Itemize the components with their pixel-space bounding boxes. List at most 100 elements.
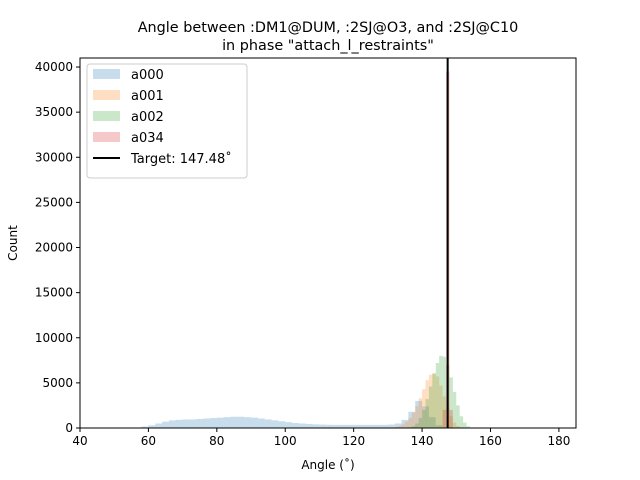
bar-a000	[168, 420, 176, 428]
y-tick-label: 5000	[42, 376, 73, 390]
bar-a002	[425, 399, 429, 428]
bar-a000	[339, 424, 347, 428]
legend-swatch-a034	[93, 132, 120, 142]
legend-swatch-a002	[93, 111, 120, 121]
bar-a000	[435, 425, 443, 428]
bar-a002	[449, 377, 453, 428]
bar-a034	[442, 409, 447, 428]
y-axis-label: Count	[6, 225, 20, 261]
legend-swatch-a001	[93, 90, 120, 100]
bar-a000	[162, 421, 169, 428]
y-tick-label: 40000	[35, 60, 73, 74]
bar-a002	[459, 416, 464, 428]
legend-label-a000: a000	[131, 68, 164, 83]
bar-a000	[428, 417, 436, 428]
bar-a000	[394, 423, 402, 428]
bar-a002	[428, 386, 433, 428]
bar-a000	[189, 419, 197, 428]
plot-area-frame	[79, 57, 577, 429]
bar-a000	[333, 424, 340, 428]
bar-a002	[415, 423, 419, 428]
bar-a000	[196, 418, 204, 428]
bar-a000	[203, 418, 210, 428]
bar-a001	[432, 372, 436, 428]
bar-a000	[148, 425, 156, 428]
bar-a000	[141, 426, 149, 428]
bar-a000	[251, 417, 258, 428]
bar-a000	[271, 420, 279, 428]
bar-a000	[216, 417, 224, 428]
legend-frame	[86, 63, 248, 179]
bar-a001	[456, 426, 460, 428]
legend-label-a001: a001	[131, 89, 164, 104]
bar-a002	[456, 405, 460, 428]
bar-a002	[432, 373, 436, 428]
bar-a001	[415, 406, 419, 428]
bar-a000	[264, 419, 272, 428]
legend: a000 a001 a002 a034 Target: 147.48˚	[86, 63, 248, 179]
legend-label-a002: a002	[131, 110, 164, 125]
bar-a001	[425, 380, 429, 428]
x-axis-ticks: 40 60 80 100 120 140 160 180	[72, 428, 570, 448]
bar-a000	[381, 424, 388, 428]
bar-a000	[326, 424, 334, 428]
x-tick-label: 140	[411, 434, 434, 448]
bar-a000	[387, 424, 395, 428]
bar-a000	[257, 418, 265, 428]
bar-a001	[398, 426, 402, 428]
bar-a000	[292, 423, 299, 428]
y-tick-label: 0	[65, 421, 73, 435]
bar-a002	[435, 363, 440, 428]
bar-a002	[442, 356, 447, 428]
x-axis-label: Angle (˚)	[301, 457, 354, 472]
x-tick-label: 160	[479, 434, 502, 448]
bar-a000	[223, 417, 231, 428]
bar-a034	[449, 409, 453, 428]
bar-a000	[209, 418, 217, 428]
bar-a001	[422, 389, 426, 428]
y-axis-ticks: 0 5000 10000 15000 20000 25000 30000 35000 40000	[35, 60, 80, 435]
bar-a001	[411, 412, 416, 428]
bar-a000	[285, 422, 293, 428]
bar-a000	[175, 419, 183, 428]
bar-a000	[237, 416, 245, 428]
bar-a000	[298, 423, 306, 428]
x-tick-label: 120	[342, 434, 365, 448]
bar-a002	[463, 422, 467, 428]
bar-a000	[360, 424, 368, 428]
bar-a000	[353, 424, 361, 428]
bar-a001	[449, 416, 453, 428]
bar-a000	[422, 406, 429, 428]
legend-swatch-a000	[93, 69, 120, 79]
bar-a001	[452, 422, 457, 428]
bar-a000	[278, 421, 286, 428]
x-tick-label: 60	[141, 434, 156, 448]
y-tick-label: 25000	[35, 195, 73, 209]
bar-a002	[418, 418, 423, 428]
bar-a002	[422, 409, 426, 428]
legend-label-target: Target: 147.48˚	[130, 151, 232, 167]
legend-label-a034: a034	[131, 131, 164, 146]
bar-a001	[401, 424, 405, 428]
x-tick-label: 40	[72, 434, 87, 448]
bar-a000	[319, 424, 327, 428]
bar-a000	[401, 419, 409, 428]
y-tick-label: 10000	[35, 331, 73, 345]
bar-a002	[452, 391, 457, 428]
bar-a000	[346, 424, 354, 428]
bar-a001	[435, 376, 440, 428]
chart-title-line1: Angle between :DM1@DUM, :2SJ@O3, and :2S…	[138, 20, 519, 36]
bar-a001	[408, 418, 412, 428]
bar-a000	[415, 400, 423, 428]
bar-a000	[230, 416, 238, 428]
y-tick-label: 15000	[35, 286, 73, 300]
bar-a001	[428, 374, 433, 428]
bar-a001	[418, 398, 423, 428]
x-tick-label: 80	[209, 434, 224, 448]
bar-a001	[394, 426, 399, 428]
bar-a000	[182, 419, 190, 428]
bar-a001	[404, 421, 409, 428]
bar-a000	[244, 417, 252, 428]
y-tick-label: 20000	[35, 241, 73, 255]
